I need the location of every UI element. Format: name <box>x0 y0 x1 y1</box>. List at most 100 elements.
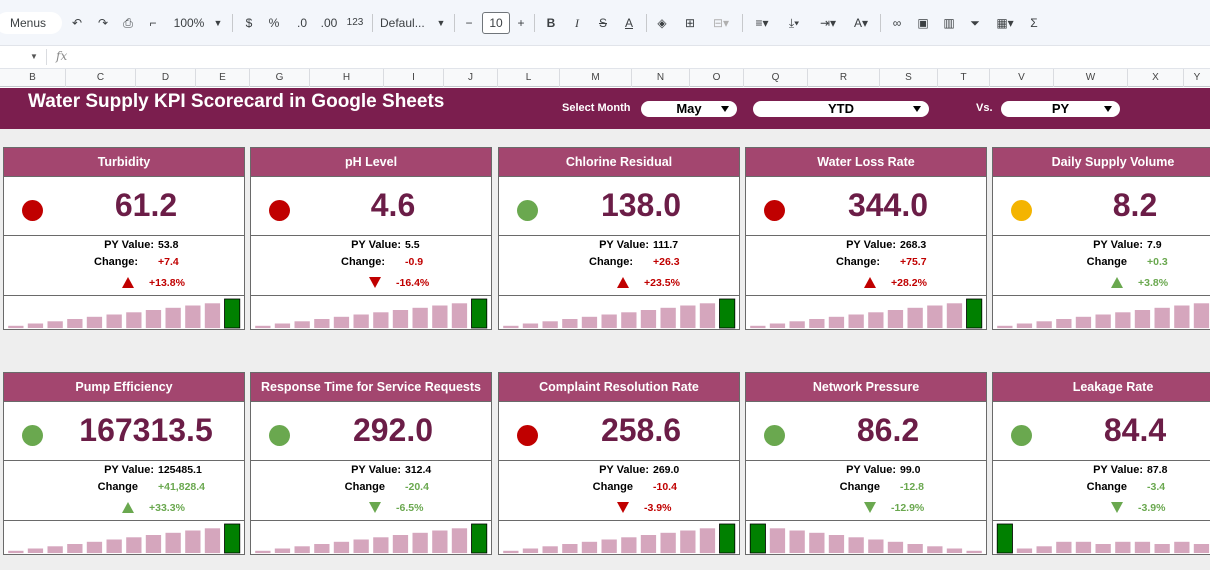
kpi-card-details: PY Value: 5.5 Change: -0.9 -16.4% <box>251 236 491 296</box>
formula-input[interactable] <box>74 48 1194 66</box>
change-value: -20.4 <box>405 481 429 493</box>
text-wrap-icon[interactable]: ⇥▾ <box>819 16 837 30</box>
text-rotation-icon[interactable]: A▾ <box>853 16 869 30</box>
column-header[interactable]: M <box>560 69 632 87</box>
kpi-card: Chlorine Residual 138.0 PY Value: 111.7 … <box>498 147 740 330</box>
change-label: Change <box>592 481 633 493</box>
column-header[interactable]: V <box>990 69 1054 87</box>
increase-font-size-icon[interactable]: + <box>517 16 525 30</box>
column-header[interactable]: G <box>250 69 310 87</box>
py-value-label: PY Value: <box>351 464 401 476</box>
kpi-card-main: 344.0 <box>746 177 986 236</box>
name-box-chevron-down-icon[interactable]: ▼ <box>30 52 38 61</box>
column-header[interactable]: D <box>136 69 196 87</box>
comment-icon[interactable]: ▣ <box>917 16 929 30</box>
increase-decimal-button[interactable]: .00 <box>320 16 338 30</box>
sparkline-svg <box>8 523 241 554</box>
sparkline-bar <box>621 537 637 554</box>
change-value: +41,828.4 <box>158 481 206 493</box>
merge-cells-icon[interactable]: ⊟▾ <box>712 16 730 30</box>
column-header[interactable]: Y <box>1193 72 1201 83</box>
change-percent: +23.5% <box>644 277 680 289</box>
py-value-label: PY Value: <box>351 239 401 251</box>
kpi-value: 258.6 <box>600 412 682 448</box>
change-percent: +3.8% <box>1138 277 1169 289</box>
sparkline-bar <box>1095 314 1111 328</box>
sparkline-bar <box>1095 544 1111 553</box>
align-left-icon[interactable]: ≡▾ <box>755 16 769 30</box>
redo-icon[interactable]: ↷ <box>97 16 109 30</box>
column-header[interactable]: W <box>1054 69 1128 87</box>
sparkline-bar <box>868 312 884 329</box>
font-select[interactable]: Defaul... <box>380 16 425 30</box>
decrease-font-size-icon[interactable]: − <box>465 16 473 30</box>
column-header[interactable]: E <box>196 69 250 87</box>
text-color-button[interactable]: A <box>624 16 633 30</box>
currency-button[interactable]: $ <box>245 16 253 30</box>
percent-button[interactable]: % <box>268 16 280 30</box>
kpi-card-title: Water Loss Rate <box>746 148 986 177</box>
sparkline-bar <box>294 321 310 329</box>
sparkline-bar <box>255 325 271 329</box>
filter-views-icon[interactable]: ▦▾ <box>996 16 1014 30</box>
column-header[interactable]: Q <box>744 69 808 87</box>
font-size-input[interactable]: 10 <box>482 12 510 34</box>
bold-button[interactable]: B <box>546 16 556 30</box>
kpi-card-title: Response Time for Service Requests <box>251 373 491 402</box>
sparkline-bar <box>828 535 845 553</box>
filter-icon[interactable]: ⏷ <box>970 16 980 30</box>
column-header[interactable]: I <box>384 69 444 87</box>
zoom-chevron-down-icon[interactable]: ▼ <box>213 18 223 28</box>
column-header[interactable]: N <box>632 69 690 87</box>
functions-button[interactable]: Σ <box>1030 16 1038 30</box>
column-header[interactable]: T <box>938 69 990 87</box>
sparkline-bar <box>1115 541 1131 554</box>
sparkline-chart <box>499 296 739 330</box>
sparkline-bar <box>581 316 598 329</box>
chart-icon[interactable]: ▥ <box>943 16 955 30</box>
sparkline-bar <box>719 523 736 554</box>
font-chevron-down-icon[interactable]: ▼ <box>436 18 446 28</box>
column-header[interactable]: X <box>1128 69 1184 87</box>
sparkline-chart <box>251 521 491 555</box>
column-header[interactable]: O <box>690 69 744 87</box>
sparkline-bar <box>927 305 943 328</box>
sparkline-svg <box>255 523 488 554</box>
paint-format-icon[interactable]: ⌐ <box>149 16 157 30</box>
column-header[interactable]: R <box>808 69 880 87</box>
decrease-decimal-button[interactable]: .0 <box>296 16 307 30</box>
sparkline-bar <box>274 323 291 328</box>
py-value: 312.4 <box>405 464 432 476</box>
link-icon[interactable]: ∞ <box>892 16 902 30</box>
column-header[interactable]: H <box>310 69 384 87</box>
column-header[interactable]: C <box>66 69 136 87</box>
column-header[interactable]: L <box>498 69 560 87</box>
trend-up-icon <box>617 277 629 288</box>
menus-button[interactable]: Menus <box>0 12 62 34</box>
sparkline-bar <box>412 532 428 554</box>
print-icon[interactable]: ⎙ <box>123 16 133 30</box>
sparkline-bar <box>204 303 221 329</box>
change-label: Change <box>1086 481 1127 493</box>
number-format-button[interactable]: 123 <box>346 17 364 28</box>
sparkline-bar <box>503 325 519 329</box>
kpi-value: 4.6 <box>370 187 416 223</box>
column-header[interactable]: B <box>0 69 66 87</box>
zoom-select[interactable]: 100% <box>173 16 205 30</box>
compare-dropdown[interactable]: PY <box>1001 101 1120 117</box>
column-header[interactable]: S <box>880 69 938 87</box>
sparkline-bar <box>848 314 864 328</box>
fill-color-icon[interactable]: ◈ <box>657 16 667 30</box>
borders-icon[interactable]: ⊞ <box>684 16 696 30</box>
undo-icon[interactable]: ↶ <box>71 16 83 30</box>
sparkline-bar <box>828 316 845 329</box>
kpi-card-main: 4.6 <box>251 177 491 236</box>
period-dropdown[interactable]: YTD <box>753 101 929 117</box>
strikethrough-button[interactable]: S <box>598 16 607 30</box>
vertical-align-icon[interactable]: ⤓▾ <box>788 16 800 30</box>
month-dropdown[interactable]: May <box>641 101 737 117</box>
column-header[interactable]: J <box>444 69 498 87</box>
italic-button[interactable]: I <box>575 16 579 30</box>
py-value: 268.3 <box>900 239 927 251</box>
sparkline-bar <box>106 314 122 328</box>
